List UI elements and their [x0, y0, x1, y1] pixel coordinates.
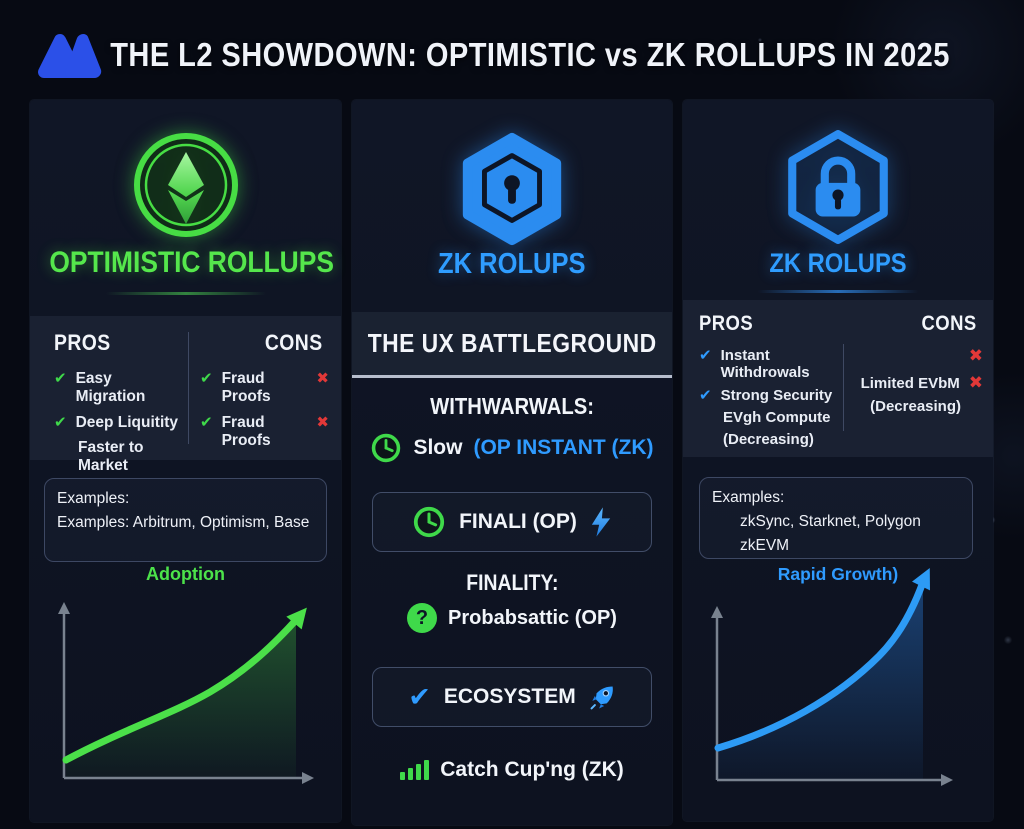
vertical-divider	[843, 344, 844, 431]
panel-zk-rollups: ZK ROLUPS PROS ✔ Instant Withdrowals ✔ Str…	[683, 100, 993, 821]
pros-item: ✔ Strong Security	[699, 386, 833, 404]
ecosystem-box: ✔ ECOSYSTEM	[372, 667, 652, 727]
vertical-divider	[188, 332, 189, 444]
x-icon: ✖	[316, 413, 329, 431]
growth-chart	[689, 548, 987, 813]
withdrawals-detail-text: (OP INSTANT (ZK)	[473, 436, 654, 459]
pros-item: ✔ Easy Migration	[54, 369, 146, 405]
withdrawals-slow-text: Slow	[413, 436, 463, 459]
brand-logo-icon	[36, 26, 110, 87]
examples-text: Examples: Arbitrum, Optimism, Base	[57, 514, 310, 532]
adoption-label: Adoption	[146, 564, 225, 584]
examples-box-right: Examples: zkSync, Starknet, Polygon zkEV…	[699, 477, 973, 559]
x-icon: ✖	[316, 369, 329, 387]
pros-item: ✔ Deep Liquitity	[54, 413, 179, 431]
cons-item: Limited EVbM ✖	[860, 373, 983, 393]
panel-optimistic-rollups: OPTIMISTIC ROLLUPS PROS ✔ Easy Migration …	[30, 100, 341, 822]
check-icon: ✔	[699, 386, 712, 404]
column-title-optimistic: OPTIMISTIC ROLLUPS	[49, 246, 334, 279]
examples-box-left: Examples: Examples: Arbitrum, Optimism, …	[44, 478, 327, 562]
cons-item: ✔ Fraud Proofs ✖	[200, 369, 329, 405]
section-header-ux-battleground: THE UX BATTLEGROUND	[352, 312, 672, 378]
page-title: THE L2 SHOWDOWN: OPTIMISTIC vs ZK ROLLUP…	[110, 36, 950, 73]
catchup-label: Catch Cup'ng (ZK)	[440, 758, 624, 781]
finality-value-text: Probabsattic (OP)	[448, 606, 617, 629]
cons-header: CONS	[921, 312, 977, 335]
column-title-zk-mid: ZK ROLUPS	[438, 248, 586, 280]
lightning-icon	[590, 507, 612, 537]
pros-item: ✔ Instant Withdrowals	[699, 346, 810, 381]
examples-title: Examples:	[57, 490, 130, 507]
pros-block: PROS ✔ Instant Withdrowals ✔ Strong Securi…	[699, 312, 841, 455]
x-icon: ✖	[968, 373, 983, 393]
rapid-growth-label: Rapid Growth)	[777, 564, 899, 584]
divider-line	[105, 292, 266, 295]
pros-item: (Decreasing)	[723, 431, 814, 448]
check-icon: ✔	[408, 681, 431, 713]
pros-block: PROS ✔ Easy Migration ✔ Deep Liquitity Fas…	[54, 330, 184, 482]
cons-item: ✔ Fraud Proofs ✖	[200, 413, 329, 449]
finality-value-row: ? Probabsattic (OP)	[352, 603, 672, 633]
pros-item: Faster to Market	[78, 439, 144, 474]
cons-item: ✖	[851, 346, 983, 366]
ethereum-icon	[131, 130, 241, 245]
hexagon-lock-icon	[777, 126, 899, 253]
pros-header: PROS	[54, 330, 111, 355]
shield-keyhole-icon	[453, 130, 571, 253]
withdrawals-label: WITHWARWALS:	[430, 393, 594, 419]
cons-block: CONS ✖ Limited EVbM ✖ (Decreasing)	[851, 312, 983, 422]
column-title-zk-right: ZK ROLUPS	[769, 248, 907, 278]
panel-ux-battleground: ZK ROLUPS THE UX BATTLEGROUND WITHWARWAL…	[352, 100, 672, 825]
pros-item: EVgh Compute	[723, 409, 831, 426]
withdrawals-row: Slow (OP INSTANT (ZK)	[352, 432, 672, 464]
check-icon: ✔	[699, 346, 712, 364]
finality-box-label: FINALI (OP)	[459, 510, 577, 533]
rocket-icon	[589, 684, 616, 711]
catchup-row: Catch Cup'ng (ZK)	[352, 758, 672, 782]
clock-icon	[370, 432, 402, 464]
x-icon: ✖	[968, 346, 983, 366]
adoption-chart	[44, 592, 332, 825]
examples-text: zkSync, Starknet, Polygon zkEVM	[740, 513, 921, 555]
pros-header: PROS	[699, 312, 754, 335]
ecosystem-label: ECOSYSTEM	[443, 685, 576, 708]
finality-label: FINALITY:	[465, 570, 559, 595]
bar-chart-icon	[400, 760, 430, 780]
clock-icon	[412, 505, 446, 539]
check-icon: ✔	[200, 369, 213, 387]
cons-header: CONS	[265, 330, 323, 355]
cons-item: (Decreasing)	[870, 398, 961, 415]
check-icon: ✔	[54, 369, 67, 387]
pros-cons-section-left: PROS ✔ Easy Migration ✔ Deep Liquitity Fas…	[30, 316, 341, 474]
check-icon: ✔	[200, 413, 213, 431]
finality-op-box: FINALI (OP)	[372, 492, 652, 552]
question-icon: ?	[407, 603, 438, 633]
divider-line	[758, 290, 918, 293]
examples-title: Examples:	[712, 489, 785, 506]
cons-block: CONS ✔ Fraud Proofs ✖ ✔ Fraud Proofs ✖	[200, 330, 329, 457]
pros-cons-section-right: PROS ✔ Instant Withdrowals ✔ Strong Securi…	[683, 300, 993, 457]
check-icon: ✔	[54, 413, 67, 431]
